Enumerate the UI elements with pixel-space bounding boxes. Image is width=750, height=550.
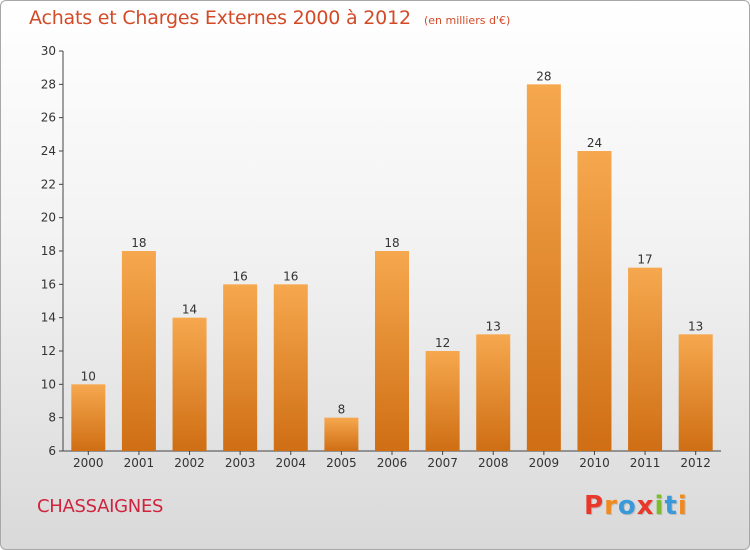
logo-letter: x (636, 491, 655, 521)
data-label: 14 (182, 303, 197, 317)
y-tick-label: 6 (48, 444, 56, 458)
x-tick-label: 2007 (427, 456, 458, 470)
data-label: 18 (384, 236, 399, 250)
bar (678, 334, 713, 451)
y-tick-label: 14 (41, 311, 56, 325)
x-tick-label: 2000 (73, 456, 104, 470)
logo-letter: i (654, 491, 665, 521)
x-tick-label: 2012 (680, 456, 711, 470)
data-label: 13 (688, 319, 703, 333)
y-tick-label: 22 (41, 177, 56, 191)
logo-letter: P (584, 491, 605, 521)
x-tick-label: 2011 (630, 456, 661, 470)
bar (526, 84, 561, 451)
bar (476, 334, 511, 451)
bar (121, 251, 156, 451)
y-tick-label: 26 (41, 111, 56, 125)
logo-letter: i (677, 491, 688, 521)
data-label: 16 (233, 269, 248, 283)
y-tick-label: 30 (41, 44, 56, 58)
logo-letter: r (604, 491, 618, 521)
data-label: 12 (435, 336, 450, 350)
data-label: 13 (486, 319, 501, 333)
chart-subtitle: (en milliers d'€) (423, 14, 511, 27)
x-tick-label: 2001 (124, 456, 155, 470)
proxiti-logo: Proxiti (584, 491, 688, 521)
chart-title: Achats et Charges Externes 2000 à 2012 (29, 7, 411, 29)
x-tick-label: 2003 (225, 456, 256, 470)
logo-letter: o (617, 491, 637, 521)
y-tick-label: 28 (41, 77, 56, 91)
data-label: 18 (131, 236, 146, 250)
bar (223, 284, 258, 451)
x-tick-label: 2005 (326, 456, 357, 470)
bar (273, 284, 308, 451)
data-label: 17 (637, 253, 652, 267)
data-label: 24 (587, 136, 602, 150)
bars (71, 84, 713, 451)
x-tick-label: 2006 (377, 456, 408, 470)
x-tick-label: 2002 (174, 456, 205, 470)
x-tick-label: 2004 (275, 456, 306, 470)
title-row: Achats et Charges Externes 2000 à 2012 (… (29, 7, 510, 29)
bar (172, 317, 207, 451)
data-labels: 10 18 14 16 16 8 18 12 13 28 24 17 13 (81, 69, 704, 416)
y-tick-label: 8 (48, 411, 56, 425)
data-label: 28 (536, 69, 551, 83)
x-tick-label: 2010 (579, 456, 610, 470)
y-tick-label: 16 (41, 277, 56, 291)
y-tick-label: 10 (41, 377, 56, 391)
x-tick-label: 2008 (478, 456, 509, 470)
bar (324, 417, 359, 451)
data-label: 16 (283, 269, 298, 283)
data-label: 8 (338, 403, 346, 417)
x-tick-label: 2009 (529, 456, 560, 470)
y-tick-label: 12 (41, 344, 56, 358)
bar (375, 251, 409, 451)
y-tick-label: 18 (41, 244, 56, 258)
commune-name: CHASSAIGNES (37, 496, 164, 517)
logo-letter: t (664, 491, 678, 521)
y-tick-label: 24 (41, 144, 56, 158)
bar (71, 384, 106, 451)
y-tick-label: 20 (41, 211, 56, 225)
data-label: 10 (81, 369, 96, 383)
bar (628, 267, 663, 451)
bar (425, 351, 460, 451)
bar (577, 151, 612, 451)
